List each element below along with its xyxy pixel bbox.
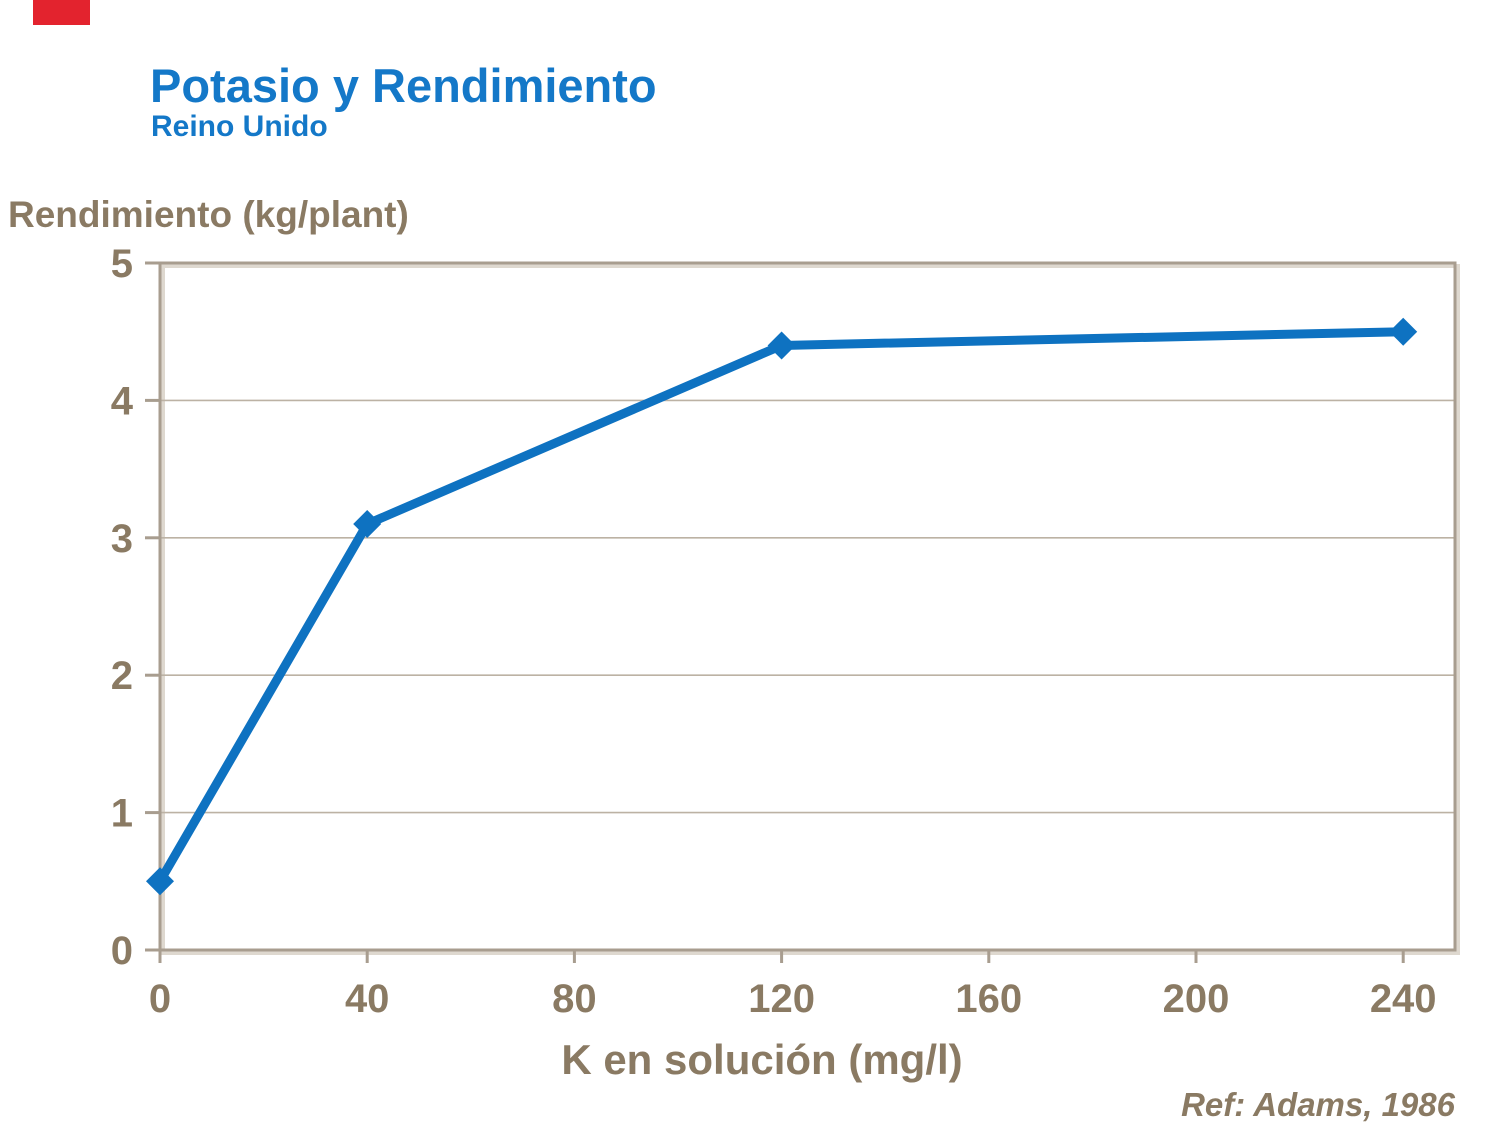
x-tick-label-160: 160 [955, 977, 1022, 1021]
corner-logo-mark [33, 0, 90, 25]
plot-border-highlight [161, 264, 1460, 955]
y-tick-label-5: 5 [111, 242, 133, 286]
y-tick-label-3: 3 [111, 517, 133, 561]
data-point-marker-40 [353, 510, 382, 539]
x-tick-label-240: 240 [1370, 977, 1437, 1021]
reference-text: Ref: Adams, 1986 [1181, 1086, 1455, 1123]
plot-border [158, 261, 1457, 952]
x-tick-label-120: 120 [748, 977, 815, 1021]
data-point-marker-240 [1389, 317, 1418, 346]
x-tick-label-80: 80 [552, 977, 597, 1021]
y-tick-label-0: 0 [111, 929, 133, 973]
y-tick-label-2: 2 [111, 654, 133, 698]
y-tick-label-1: 1 [111, 792, 133, 836]
data-point-marker-0 [146, 867, 174, 896]
x-tick-label-40: 40 [345, 977, 390, 1021]
data-line [155, 327, 1408, 886]
chart-title: Potasio y Rendimiento [150, 59, 657, 112]
x-tick-label-200: 200 [1163, 977, 1230, 1021]
y-tick-label-4: 4 [111, 379, 134, 423]
y-axis-title: Rendimiento (kg/plant) [8, 194, 409, 235]
x-tick-label-0: 0 [149, 977, 171, 1021]
chart-subtitle: Reino Unido [151, 110, 328, 143]
data-point-marker-120 [767, 331, 796, 360]
x-axis-title: K en solución (mg/l) [561, 1036, 963, 1083]
